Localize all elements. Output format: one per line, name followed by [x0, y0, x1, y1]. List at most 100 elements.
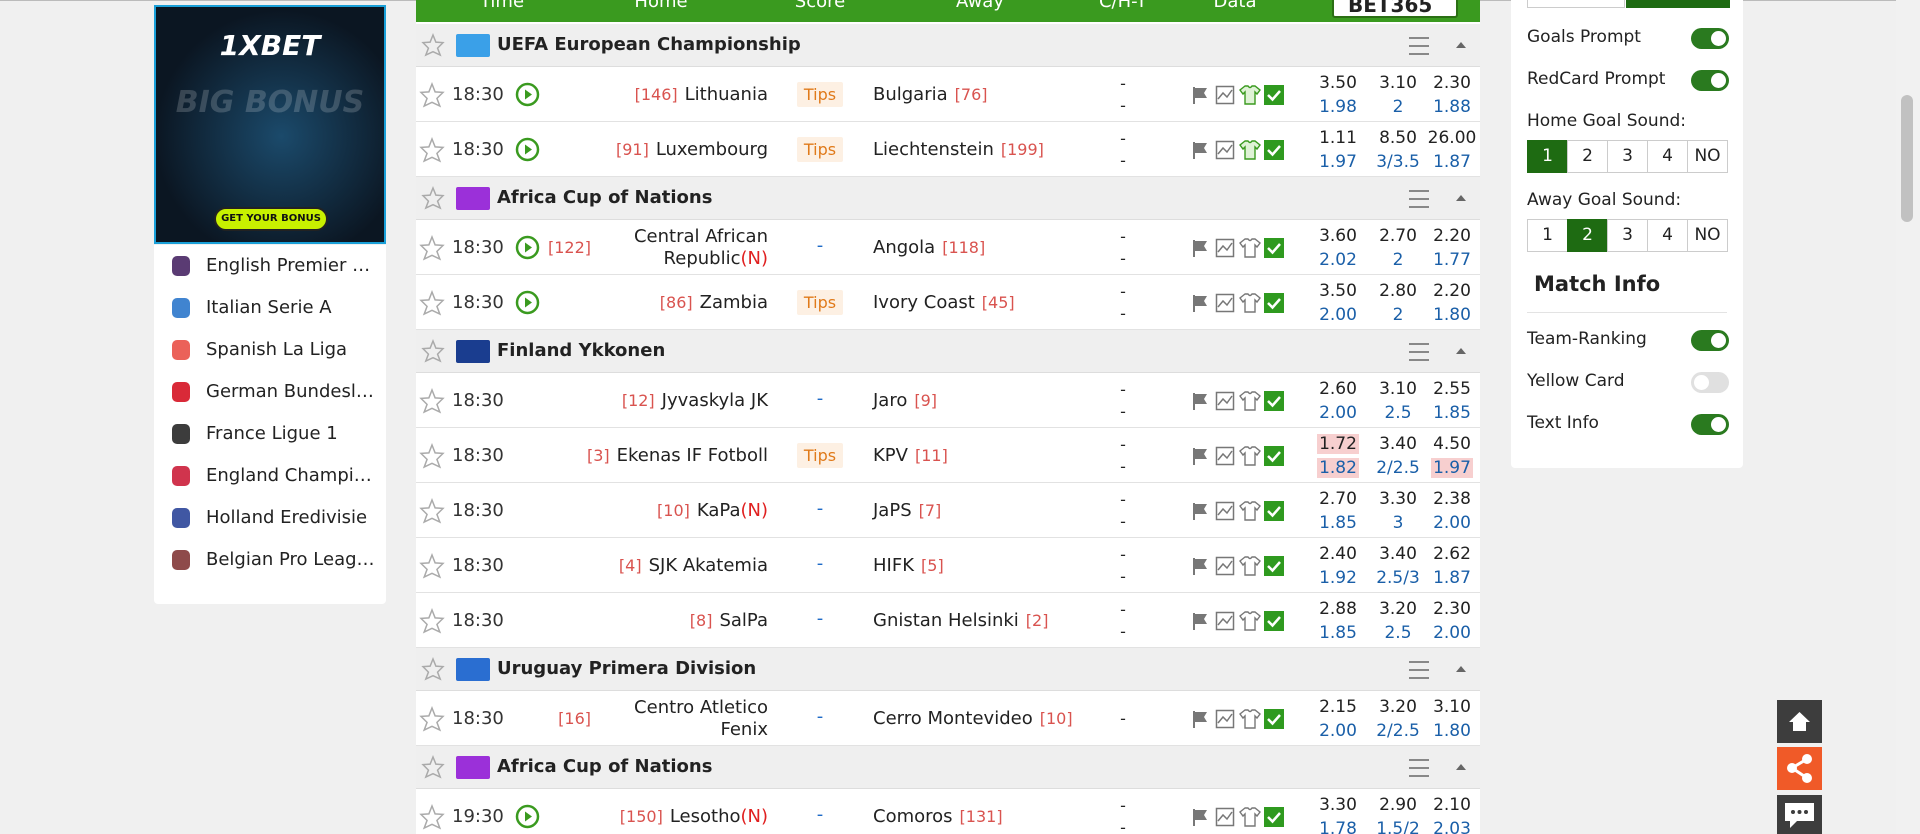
league-item[interactable]: England Champion...	[154, 455, 386, 497]
sound-option[interactable]: NO	[1687, 140, 1728, 173]
data-flag[interactable]	[1190, 391, 1210, 415]
odds-value[interactable]: 2.62	[1416, 543, 1488, 565]
data-flag[interactable]	[1190, 556, 1210, 580]
data-flag[interactable]	[1190, 446, 1210, 470]
column-menu[interactable]	[1400, 754, 1430, 786]
sound-option[interactable]: 4	[1647, 140, 1688, 173]
odds-value[interactable]: 1.97	[1302, 151, 1374, 173]
league-item[interactable]: Belgian Pro League	[154, 539, 386, 581]
odds-value[interactable]: 3.20	[1362, 696, 1434, 718]
odds-value[interactable]: 1.80	[1416, 304, 1488, 326]
sound-option[interactable]: 2	[1567, 219, 1608, 252]
data-analysis[interactable]	[1264, 85, 1284, 109]
star-button[interactable]	[421, 185, 445, 214]
sound-option[interactable]: NO	[1687, 219, 1728, 252]
data-lineup[interactable]	[1239, 85, 1261, 109]
sound-option[interactable]: 1	[1527, 140, 1568, 173]
home-team[interactable]: [16] Centro Atletico Fenix	[558, 691, 768, 746]
odds-value[interactable]: 2.20	[1416, 280, 1488, 302]
league-item[interactable]: German Bundesliga	[154, 371, 386, 413]
odds-value[interactable]: 2.5/3	[1362, 567, 1434, 589]
odds-value[interactable]: 1.97	[1416, 457, 1488, 479]
star-button[interactable]	[419, 136, 445, 167]
toggle-switch[interactable]	[1691, 372, 1729, 393]
away-team[interactable]: Cerro Montevideo [10]	[873, 691, 1073, 746]
odds-value[interactable]: 3.10	[1362, 378, 1434, 400]
live-icon[interactable]	[515, 290, 540, 319]
away-team[interactable]: HIFK [5]	[873, 538, 944, 593]
data-analysis[interactable]	[1264, 238, 1284, 262]
odds-value[interactable]: 1.5/2	[1362, 818, 1434, 834]
odds-value[interactable]: 2.38	[1416, 488, 1488, 510]
away-team[interactable]: Comoros [131]	[873, 789, 1003, 834]
home-team[interactable]: [150] Lesotho(N)	[620, 789, 768, 834]
odds-value[interactable]: 3.60	[1302, 225, 1374, 247]
data-lineup[interactable]	[1239, 140, 1261, 164]
odds-value[interactable]: 2.88	[1302, 598, 1374, 620]
odds-value[interactable]: 2.30	[1416, 598, 1488, 620]
data-lineup[interactable]	[1239, 501, 1261, 525]
data-chart[interactable]	[1215, 611, 1235, 635]
column-menu[interactable]	[1400, 185, 1430, 217]
odds-value[interactable]: 3.10	[1362, 72, 1434, 94]
odds-value[interactable]: 4.50	[1416, 433, 1488, 455]
odds-value[interactable]: 26.00	[1416, 127, 1488, 149]
live-icon[interactable]	[515, 137, 540, 166]
tips-badge[interactable]: Tips	[797, 443, 843, 468]
odds-value[interactable]: 3/3.5	[1362, 151, 1434, 173]
odds-value[interactable]: 2.80	[1362, 280, 1434, 302]
star-button[interactable]	[419, 705, 445, 736]
data-flag[interactable]	[1190, 140, 1210, 164]
star-button[interactable]	[419, 497, 445, 528]
away-team[interactable]: KPV [11]	[873, 428, 948, 483]
odds-value[interactable]: 3.40	[1362, 543, 1434, 565]
data-analysis[interactable]	[1264, 501, 1284, 525]
odds-value[interactable]: 1.82	[1302, 457, 1374, 479]
star-button[interactable]	[419, 289, 445, 320]
odds-value[interactable]: 1.80	[1416, 720, 1488, 742]
data-analysis[interactable]	[1264, 807, 1284, 831]
data-lineup[interactable]	[1239, 556, 1261, 580]
column-menu[interactable]	[1400, 338, 1430, 370]
star-button[interactable]	[421, 32, 445, 61]
data-chart[interactable]	[1215, 446, 1235, 470]
odds-value[interactable]: 1.88	[1416, 96, 1488, 118]
data-lineup[interactable]	[1239, 293, 1261, 317]
data-chart[interactable]	[1215, 709, 1235, 733]
ad-button[interactable]: GET YOUR BONUS	[214, 207, 328, 231]
back-to-top[interactable]	[1777, 700, 1822, 743]
odds-value[interactable]: 2.02	[1302, 249, 1374, 271]
star-button[interactable]	[419, 442, 445, 473]
odds-value[interactable]: 2.55	[1416, 378, 1488, 400]
away-team[interactable]: Gnistan Helsinki [2]	[873, 593, 1048, 648]
star-button[interactable]	[421, 656, 445, 685]
column-menu[interactable]	[1400, 656, 1430, 688]
data-chart[interactable]	[1215, 85, 1235, 109]
data-analysis[interactable]	[1264, 140, 1284, 164]
odds-value[interactable]: 2.10	[1416, 794, 1488, 816]
odds-value[interactable]: 2.15	[1302, 696, 1374, 718]
odds-value[interactable]: 1.87	[1416, 567, 1488, 589]
odds-value[interactable]: 1.11	[1302, 127, 1374, 149]
tips-badge[interactable]: Tips	[797, 82, 843, 107]
data-flag[interactable]	[1190, 611, 1210, 635]
away-team[interactable]: Ivory Coast [45]	[873, 275, 1015, 330]
data-flag[interactable]	[1190, 85, 1210, 109]
odds-value[interactable]: 2/2.5	[1362, 457, 1434, 479]
odds-value[interactable]: 3	[1362, 512, 1434, 534]
odds-value[interactable]: 2	[1362, 304, 1434, 326]
share-button[interactable]	[1777, 747, 1822, 790]
data-analysis[interactable]	[1264, 611, 1284, 635]
star-button[interactable]	[419, 803, 445, 834]
away-team[interactable]: Liechtenstein [199]	[873, 122, 1044, 177]
toggle-switch[interactable]	[1691, 330, 1729, 351]
odds-value[interactable]: 2.00	[1302, 402, 1374, 424]
star-button[interactable]	[421, 338, 445, 367]
data-lineup[interactable]	[1239, 611, 1261, 635]
data-analysis[interactable]	[1264, 446, 1284, 470]
collapse-button[interactable]	[1451, 660, 1471, 684]
away-team[interactable]: Bulgaria [76]	[873, 67, 988, 122]
away-team[interactable]: Jaro [9]	[873, 373, 937, 428]
data-flag[interactable]	[1190, 501, 1210, 525]
sound-option[interactable]: 3	[1607, 140, 1648, 173]
